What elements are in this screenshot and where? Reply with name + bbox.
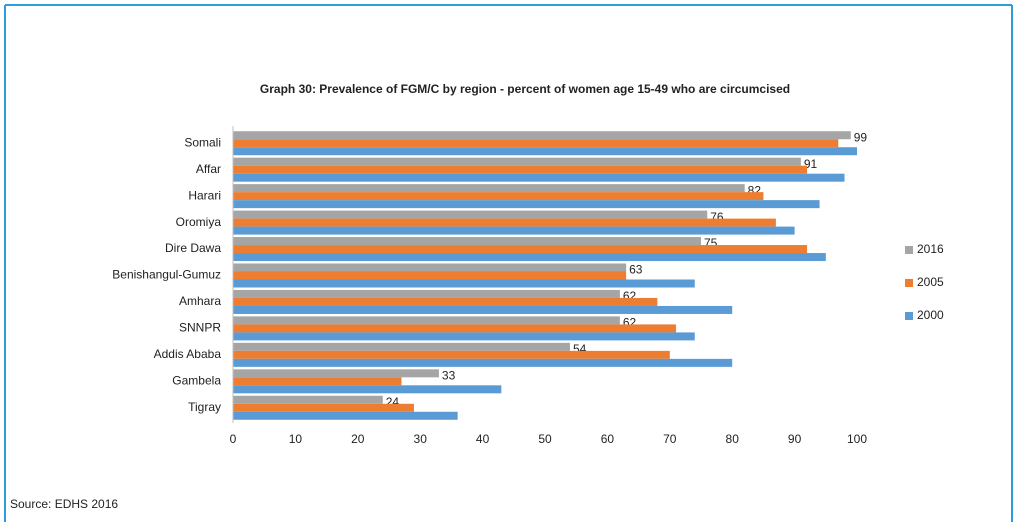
data-label: 33 bbox=[442, 368, 456, 382]
bar bbox=[233, 395, 383, 404]
y-tick-label: Addis Ababa bbox=[154, 347, 222, 361]
y-tick-label: Oromiya bbox=[176, 215, 222, 229]
bar bbox=[233, 385, 502, 394]
x-tick-label: 20 bbox=[351, 432, 365, 446]
bar bbox=[233, 131, 851, 140]
y-tick-label: SNNPR bbox=[179, 321, 221, 335]
bar bbox=[233, 253, 826, 262]
legend-swatch bbox=[905, 246, 913, 254]
y-tick-label: Benishangul-Gumuz bbox=[112, 268, 221, 282]
bar bbox=[233, 237, 701, 246]
bar bbox=[233, 289, 620, 298]
x-tick-label: 50 bbox=[538, 432, 552, 446]
bar bbox=[233, 358, 733, 367]
bar bbox=[233, 377, 402, 386]
bar bbox=[233, 279, 695, 288]
legend-label: 2016 bbox=[917, 242, 944, 256]
y-tick-label: Gambela bbox=[172, 373, 221, 387]
x-tick-label: 90 bbox=[788, 432, 802, 446]
x-tick-label: 70 bbox=[663, 432, 677, 446]
x-tick-label: 0 bbox=[230, 432, 237, 446]
data-label: 99 bbox=[854, 130, 868, 144]
bar bbox=[233, 305, 733, 314]
bar bbox=[233, 324, 677, 333]
bar bbox=[233, 403, 414, 412]
bar bbox=[233, 297, 658, 306]
x-tick-label: 80 bbox=[726, 432, 740, 446]
x-tick-label: 60 bbox=[601, 432, 615, 446]
bar bbox=[233, 218, 776, 227]
bar bbox=[233, 316, 620, 325]
source: Source: EDHS 2016 bbox=[10, 497, 118, 511]
y-tick-label: Affar bbox=[196, 162, 221, 176]
legend-label: 2000 bbox=[917, 308, 944, 322]
bar bbox=[233, 350, 670, 359]
bar bbox=[233, 200, 820, 209]
bar bbox=[233, 192, 764, 201]
bar bbox=[233, 332, 695, 341]
x-tick-label: 40 bbox=[476, 432, 490, 446]
y-tick-label: Tigray bbox=[188, 400, 221, 414]
data-label: 63 bbox=[629, 263, 643, 277]
y-tick-label: Harari bbox=[188, 188, 221, 202]
bar bbox=[233, 210, 708, 219]
bar bbox=[233, 173, 845, 182]
chart-title: Graph 30: Prevalence of FGM/C by region … bbox=[260, 82, 790, 96]
legend-swatch bbox=[905, 279, 913, 287]
bar bbox=[233, 271, 627, 280]
x-tick-label: 10 bbox=[289, 432, 303, 446]
bar bbox=[233, 226, 795, 235]
y-tick-label: Somali bbox=[184, 135, 221, 149]
y-tick-label: Dire Dawa bbox=[165, 241, 221, 255]
bar bbox=[233, 139, 839, 148]
y-tick-label: Amhara bbox=[179, 294, 221, 308]
legend-swatch bbox=[905, 312, 913, 320]
data-label: 91 bbox=[804, 157, 818, 171]
bar bbox=[233, 147, 857, 156]
bar bbox=[233, 184, 745, 193]
bar bbox=[233, 165, 808, 174]
bar bbox=[233, 157, 801, 166]
bar bbox=[233, 342, 570, 351]
bar bbox=[233, 369, 439, 378]
bar bbox=[233, 245, 808, 254]
bar bbox=[233, 263, 627, 272]
legend-label: 2005 bbox=[917, 275, 944, 289]
bar bbox=[233, 411, 458, 420]
x-tick-label: 30 bbox=[414, 432, 428, 446]
x-tick-label: 100 bbox=[847, 432, 867, 446]
